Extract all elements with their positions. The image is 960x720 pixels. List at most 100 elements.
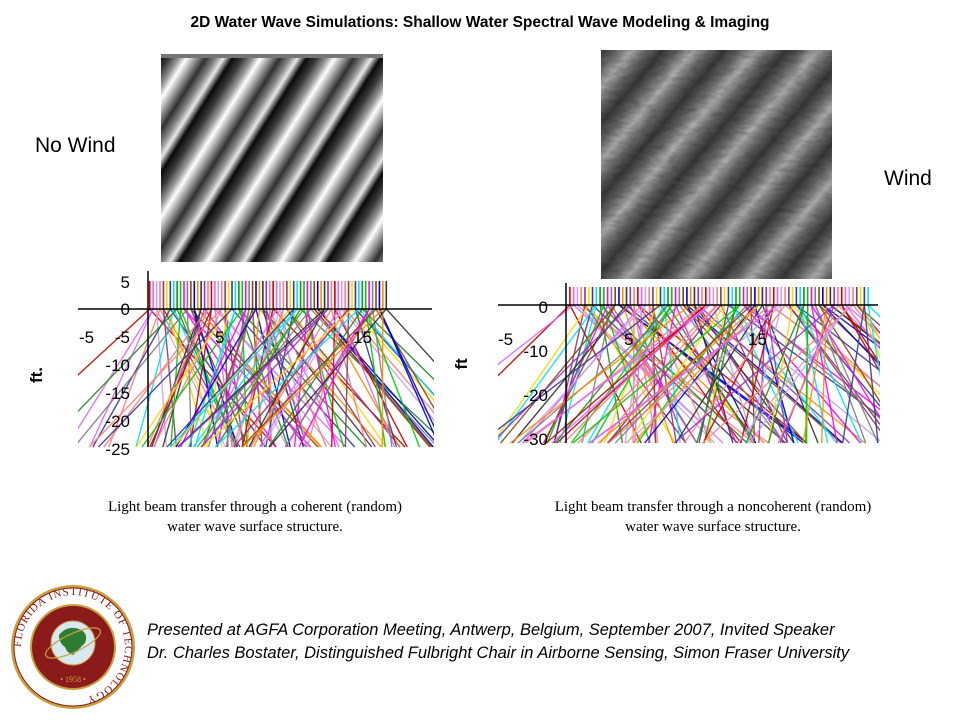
y-tick-label: -25 [105,440,130,459]
refracted-ray [814,304,867,444]
refracted-ray [310,308,434,445]
refracted-ray [153,308,206,448]
refracted-ray [837,304,880,346]
x-tick-label: 15 [748,330,767,349]
refracted-ray [159,308,237,448]
y-tick-label: -15 [105,384,130,403]
refracted-ray [279,308,307,448]
refracted-ray [173,308,291,448]
refracted-ray [749,304,850,444]
refracted-ray [241,308,377,448]
refracted-ray [767,304,805,444]
refracted-ray [217,308,333,448]
refracted-ray [614,304,748,444]
noncoherent-wave-surface-image [601,50,832,279]
refracted-ray [624,304,647,444]
refracted-ray [259,308,339,448]
refracted-ray [626,304,726,444]
refracted-ray [607,304,722,444]
refracted-ray [268,308,387,448]
refracted-ray [769,304,880,387]
refracted-ray [632,304,760,444]
refracted-ray [702,304,854,444]
refracted-ray [867,304,880,378]
refracted-ray [712,304,880,442]
x-tick-label: 15 [353,328,372,347]
refracted-ray [78,308,151,376]
refracted-ray [522,304,710,444]
refracted-ray [731,304,838,444]
refracted-ray [498,304,661,431]
refracted-ray [214,308,233,448]
refracted-ray [608,304,771,444]
x-tick-label: -5 [79,328,94,347]
refracted-ray [317,308,434,442]
refracted-ray [146,308,209,448]
y-tick-label: -30 [523,430,548,449]
y-tick-label: -20 [105,412,130,431]
y-tick-label: -10 [105,356,130,375]
refracted-ray [188,308,237,448]
refracted-ray [262,308,373,448]
refracted-ray [135,308,230,448]
refracted-ray [498,304,597,441]
y-tick-label: 0 [121,300,130,319]
refracted-ray [743,304,861,444]
refracted-ray [201,308,312,448]
refracted-ray [351,308,434,402]
wind-label: Wind [884,167,932,190]
x-tick-label: -5 [498,330,513,349]
refracted-ray [78,308,178,413]
refracted-ray [788,304,880,432]
refracted-ray [265,308,295,448]
refracted-ray [702,304,775,444]
svg-text:ft.: ft. [30,367,46,383]
x-tick-label: 5 [215,328,224,347]
refracted-ray [162,308,177,448]
noncoherent-ray-trace-plot: 0 -10 -20 -30 -5 5 15 [498,283,880,449]
refracted-ray [822,304,880,349]
svg-text:ft: ft [455,358,471,370]
seal-year: • 1958 • [60,675,86,684]
refracted-ray [841,304,880,374]
refracted-ray [108,308,161,448]
refracted-ray [856,304,880,335]
refracted-ray [517,304,680,444]
refracted-ray [799,304,863,444]
refracted-ray [344,308,434,414]
refracted-ray [758,304,767,444]
refracted-ray [737,304,850,444]
refracted-ray [728,304,880,418]
refracted-ray [178,308,329,448]
refracted-ray [673,304,835,444]
refracted-ray [570,304,673,444]
refracted-ray [97,308,233,448]
florida-tech-seal-logo: FLORIDA INSTITUTE OF TECHNOLOGY • 1958 • [11,585,135,709]
ray-trace-lines-left [78,281,434,448]
refracted-ray [242,308,384,448]
refracted-ray [696,304,737,444]
refracted-ray [169,308,298,448]
refracted-ray [551,304,711,444]
refracted-ray [175,308,257,448]
page-title: 2D Water Wave Simulations: Shallow Water… [190,14,770,31]
refracted-ray [597,304,760,444]
refracted-ray [330,308,368,448]
refracted-ray [863,304,879,444]
refracted-ray [358,308,434,397]
refracted-ray [141,308,243,448]
refracted-ray [580,304,769,444]
refracted-ray [361,308,434,381]
refracted-ray [859,304,880,340]
refracted-ray [767,304,794,444]
refracted-ray [214,308,360,448]
refracted-ray [78,308,188,444]
refracted-ray [703,304,737,444]
refracted-ray [784,304,880,388]
right-plot-unit-label: ft [455,358,471,370]
refracted-ray [580,304,755,444]
refracted-ray [637,304,808,444]
refracted-ray [625,304,782,444]
refracted-ray [378,308,434,428]
refracted-ray [89,308,154,448]
